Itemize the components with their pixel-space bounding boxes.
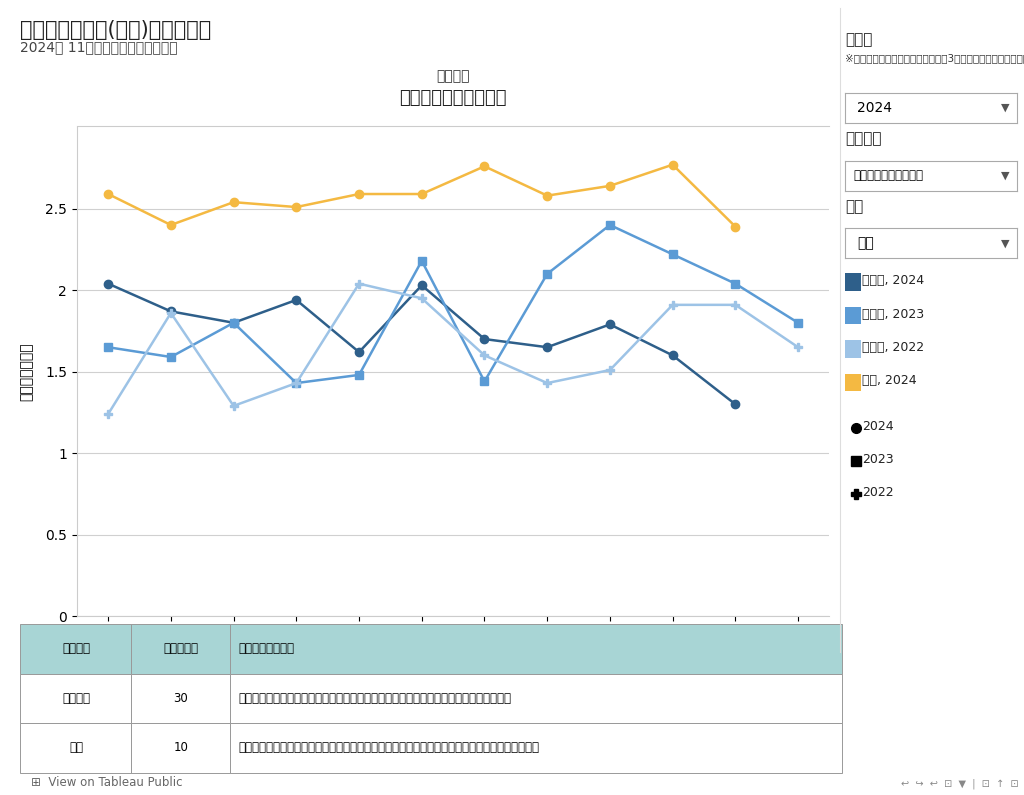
Bar bbox=[131, 673, 230, 723]
Text: ↩  ↪  ↩  ⊡  ▼  |  ⊡  ↑  ⊡  Share: ↩ ↪ ↩ ⊡ ▼ | ⊡ ↑ ⊡ Share bbox=[901, 778, 1024, 789]
Text: 県内定点数: 県内定点数 bbox=[163, 642, 198, 655]
Text: 性感染症: 性感染症 bbox=[436, 69, 470, 83]
Text: 性別: 性別 bbox=[845, 199, 863, 214]
Text: 全国, 2024: 全国, 2024 bbox=[861, 374, 916, 387]
Text: 静岡県, 2023: 静岡県, 2023 bbox=[861, 308, 924, 320]
Text: ⊞  View on Tableau Public: ⊞ View on Tableau Public bbox=[31, 776, 182, 789]
Text: 年選択: 年選択 bbox=[845, 32, 872, 47]
Text: 10: 10 bbox=[173, 742, 188, 754]
Text: 総数: 総数 bbox=[857, 236, 873, 250]
Text: 静岡県, 2022: 静岡県, 2022 bbox=[861, 341, 924, 354]
Bar bbox=[20, 624, 131, 673]
Text: ▼: ▼ bbox=[1000, 171, 1009, 180]
Text: 2024年 11月までのデータに基づく: 2024年 11月までのデータに基づく bbox=[20, 40, 178, 54]
Text: メチシリン耐性黄色ブドウ球菌感染症　ペニシリン耐性肺炎球菌感染症　薬剤耐性緑膿菌感染症: メチシリン耐性黄色ブドウ球菌感染症 ペニシリン耐性肺炎球菌感染症 薬剤耐性緑膿菌… bbox=[239, 742, 539, 754]
Text: 性器クラミジア感染症: 性器クラミジア感染症 bbox=[853, 169, 924, 182]
Bar bbox=[131, 624, 230, 673]
Text: ▼: ▼ bbox=[1000, 103, 1009, 113]
Bar bbox=[230, 673, 842, 723]
Text: 2024: 2024 bbox=[857, 101, 892, 115]
Bar bbox=[131, 723, 230, 773]
Text: 性器クラミジア感染症　性器ヘルペスウイルス感染症　尖圭コンジローマ　淋菌感染症: 性器クラミジア感染症 性器ヘルペスウイルス感染症 尖圭コンジローマ 淋菌感染症 bbox=[239, 692, 511, 705]
Text: 感染症名: 感染症名 bbox=[845, 131, 882, 146]
Text: 2023: 2023 bbox=[861, 453, 893, 466]
Text: 届け出対象感染症: 届け出対象感染症 bbox=[239, 642, 294, 655]
Text: 30: 30 bbox=[173, 692, 188, 705]
Text: 2024: 2024 bbox=[861, 420, 893, 432]
Y-axis label: 定点当り患者数: 定点当り患者数 bbox=[19, 343, 34, 401]
Text: 基幹: 基幹 bbox=[69, 742, 83, 754]
Bar bbox=[230, 723, 842, 773]
Text: 静岡県, 2024: 静岡県, 2024 bbox=[861, 274, 924, 287]
Bar bbox=[230, 624, 842, 673]
Text: 2022: 2022 bbox=[861, 487, 893, 499]
Text: 定点把握感染症(月報)推移グラフ: 定点把握感染症(月報)推移グラフ bbox=[20, 20, 212, 40]
Bar bbox=[20, 723, 131, 773]
Text: ▼: ▼ bbox=[1000, 238, 1009, 248]
Bar bbox=[20, 673, 131, 723]
Text: 性感染症: 性感染症 bbox=[61, 692, 90, 705]
Text: 性器クラミジア感染症: 性器クラミジア感染症 bbox=[399, 89, 507, 107]
Text: 定点種別: 定点種別 bbox=[61, 642, 90, 655]
Text: ※静岡県は選択した年を含めた直近3年、全国は選択した年のみを表示します。: ※静岡県は選択した年を含めた直近3年、全国は選択した年のみを表示します。 bbox=[845, 53, 1024, 64]
